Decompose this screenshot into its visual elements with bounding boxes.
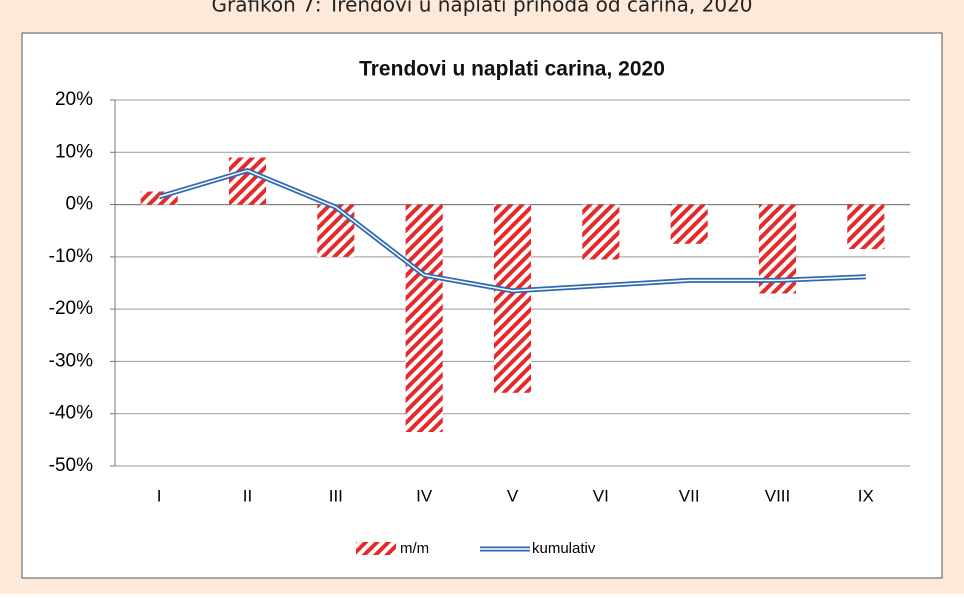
caption: Grafikon 7: Trendovi u naplati prihoda o… <box>211 0 752 17</box>
y-tick-label: -40% <box>49 403 93 424</box>
legend-label: m/m <box>400 540 429 557</box>
x-tick-label: VIII <box>765 486 791 505</box>
y-tick-label: 10% <box>55 141 93 162</box>
y-tick-label: 0% <box>66 194 94 215</box>
chart-frame <box>21 32 943 579</box>
line-inner <box>158 169 866 292</box>
legend: m/m kumulativ <box>356 540 596 557</box>
bar <box>405 204 443 433</box>
bar <box>582 204 620 260</box>
bar <box>670 204 708 244</box>
bar <box>317 204 355 257</box>
y-tick-label: -50% <box>49 455 93 476</box>
x-tick-label: IV <box>416 486 433 505</box>
legend-label: kumulativ <box>532 540 596 557</box>
x-tick-label: IX <box>858 486 874 505</box>
y-tick-label: -20% <box>49 298 93 319</box>
chart-title: Trendovi u naplati carina, 2020 <box>359 58 665 81</box>
x-tick-label: VII <box>679 486 700 505</box>
bar <box>493 204 532 393</box>
bar <box>228 157 267 205</box>
x-tick-label: II <box>243 486 252 505</box>
x-tick-label: III <box>329 486 343 505</box>
y-tick-label: -10% <box>49 246 93 267</box>
legend-swatch <box>356 542 396 555</box>
x-tick-label: V <box>507 486 519 505</box>
bar <box>847 204 885 250</box>
x-tick-label: VI <box>593 486 609 505</box>
y-tick-label: -30% <box>49 350 93 371</box>
x-tick-label: I <box>157 486 162 505</box>
y-tick-label: 20% <box>55 89 93 110</box>
